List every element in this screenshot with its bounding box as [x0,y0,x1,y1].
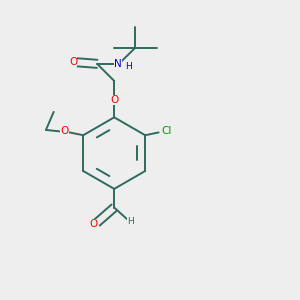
Text: O: O [89,219,98,229]
Text: Cl: Cl [161,126,172,136]
Text: H: H [127,217,134,226]
Text: H: H [125,62,132,71]
Text: N: N [114,59,122,69]
Text: O: O [69,57,77,67]
Text: O: O [110,95,118,105]
Text: O: O [61,127,69,136]
